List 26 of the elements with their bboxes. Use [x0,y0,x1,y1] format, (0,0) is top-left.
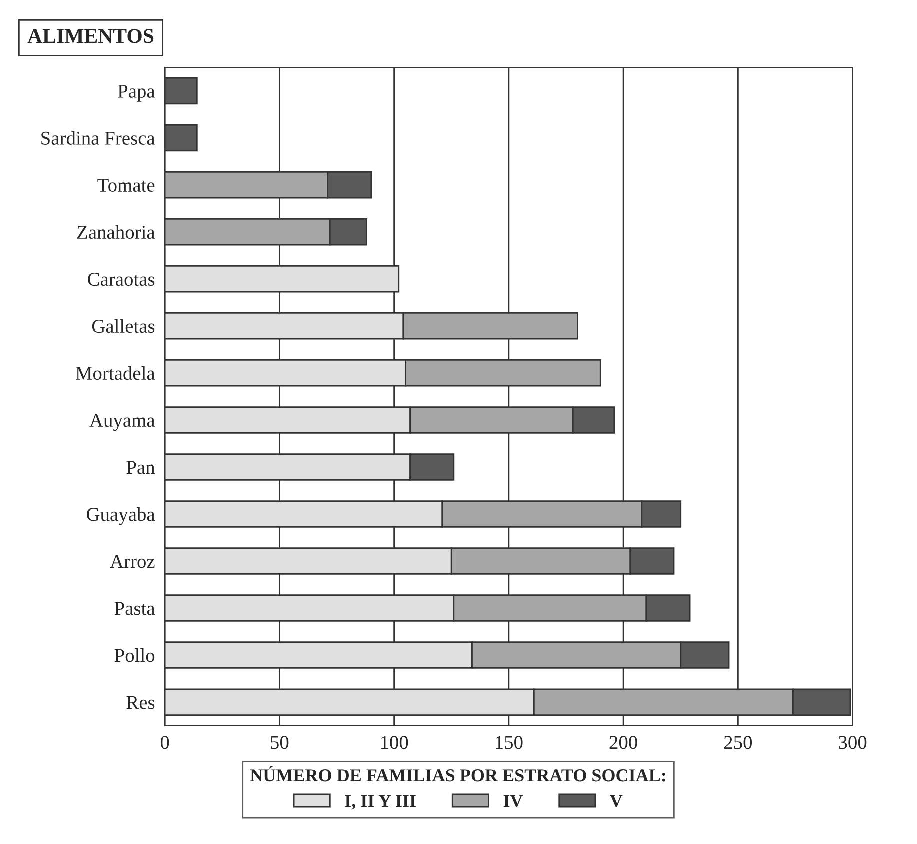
y-tick-label: Res [126,696,155,710]
y-tick-label: Papa [118,85,156,102]
y-tick-label: Mortadela [76,366,156,380]
y-tick-label: Guayaba [87,507,156,526]
legend-label: IV [504,795,524,808]
y-tick-label: Pollo [114,648,155,662]
legend-title: NÚMERO DE FAMILIAS POR ESTRATO SOCIAL: [250,766,666,782]
y-tick-label: Zanahoria [77,225,156,240]
x-tick-label: 250 [724,736,752,750]
x-tick-label: 50 [271,736,289,750]
legend-label: I, II Y III [345,795,416,810]
y-tick-label: Galletas [92,319,155,334]
y-tick-label: Caraotas [88,272,155,286]
chart-title: ALIMENTOS [28,29,154,44]
legend-label: V [610,795,623,808]
y-tick-label: Pan [126,461,156,474]
x-tick-label: 300 [839,736,867,750]
x-tick-label: 100 [381,736,408,750]
x-tick-label: 0 [160,736,170,750]
y-tick-label: Auyama [90,414,156,432]
y-tick-label: Pasta [114,602,156,616]
x-tick-label: 200 [610,736,638,750]
y-tick-label: Sardina Fresca [42,131,156,145]
x-tick-label: 150 [496,736,523,750]
y-tick-label: Arroz [110,555,155,568]
y-tick-label: Tomate [98,179,155,192]
